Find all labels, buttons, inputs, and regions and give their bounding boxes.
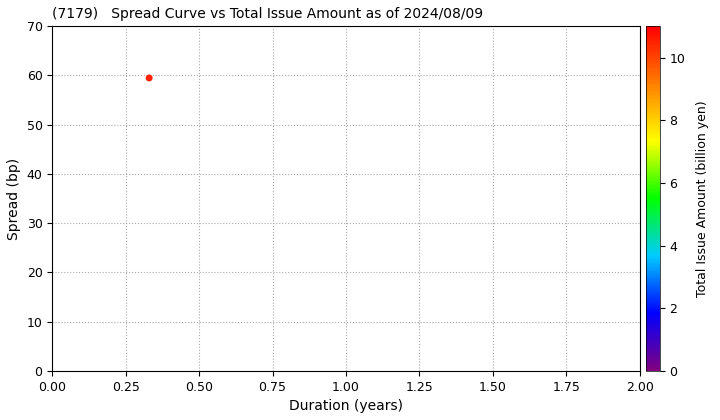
Y-axis label: Spread (bp): Spread (bp): [7, 158, 21, 239]
X-axis label: Duration (years): Duration (years): [289, 399, 403, 413]
Point: [143, 75, 155, 81]
Y-axis label: Total Issue Amount (billion yen): Total Issue Amount (billion yen): [696, 100, 709, 297]
Text: (7179)   Spread Curve vs Total Issue Amount as of 2024/08/09: (7179) Spread Curve vs Total Issue Amoun…: [53, 7, 483, 21]
